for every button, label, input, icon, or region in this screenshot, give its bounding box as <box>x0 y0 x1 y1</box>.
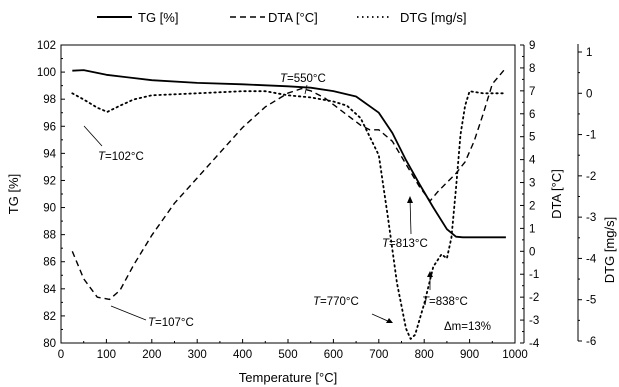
y-axis-right-dta: -4 -3 -2 -1 0 1 2 3 4 5 6 7 8 9 <box>520 40 540 350</box>
annotation-text-107: =107°C <box>155 317 194 329</box>
annotation-prefix-770: T <box>313 296 321 308</box>
x-tick-label: 400 <box>233 349 252 361</box>
y-right-dtg-tick-label: -1 <box>586 130 596 142</box>
y-right-dta-tick-label: 1 <box>529 223 535 235</box>
annotation-arrowhead-813 <box>407 196 413 203</box>
y-axis-right-dtg: -6 -5 -4 -3 -2 -1 0 1 <box>577 44 597 348</box>
annotation-arrow-770 <box>371 313 391 323</box>
series-layer <box>71 67 507 340</box>
y-right-dta-tick-label: 8 <box>529 63 535 75</box>
legend-label-tg: TG [%] <box>138 10 178 25</box>
y-left-tick-label: 80 <box>43 338 56 350</box>
annotation-text-550: =550°C <box>287 73 326 85</box>
annotation-text-838: =838°C <box>429 296 468 308</box>
annotation-arrow-107 <box>110 305 147 321</box>
annotation-label-813: T=813°C <box>382 238 428 250</box>
y-left-tick-label: 92 <box>43 175 56 187</box>
x-tick-label: 600 <box>324 349 343 361</box>
y-left-tick-label: 82 <box>43 311 56 323</box>
annotation-arrowhead-838 <box>427 271 433 277</box>
y-left-tick-label: 94 <box>43 148 56 160</box>
y-axis-right-dta-title: DTA [°C] <box>549 169 564 219</box>
annotation-arrow-102 <box>83 125 103 147</box>
annotation-prefix-102: T <box>98 151 106 163</box>
annotation-label-550: T=550°C <box>280 73 326 85</box>
y-left-tick-label: 84 <box>43 284 56 296</box>
annotation-prefix-838: T <box>422 296 430 308</box>
annotation-text-813: =813°C <box>389 238 428 250</box>
series-tg-line <box>72 69 506 239</box>
x-tick-label: 800 <box>415 349 434 361</box>
x-tick-label: 200 <box>142 349 161 361</box>
chart-legend: TG [%] DTA [°C] DTG [mg/s] <box>97 10 466 25</box>
y-left-tick-label: 88 <box>43 230 56 242</box>
y-right-dta-tick-label: 6 <box>529 109 535 121</box>
annotations: T=102°C T=107°C T=550°C T=813°C T=770°C … <box>83 73 491 333</box>
annotation-arrow-813 <box>409 197 412 235</box>
y-right-dta-tick-label: 3 <box>529 178 535 190</box>
legend-label-dtg: DTG [mg/s] <box>400 10 466 25</box>
x-axis-title: Temperature [°C] <box>239 370 337 385</box>
y-right-dtg-tick-label: -3 <box>586 212 596 224</box>
y-right-dta-tick-label: 4 <box>529 155 536 167</box>
annotation-label-838: T=838°C <box>422 296 468 308</box>
x-tick-label: 0 <box>58 349 64 361</box>
annotation-mass-loss: Δm=13% <box>444 321 491 333</box>
x-tick-label: 300 <box>188 349 207 361</box>
y-left-tick-label: 102 <box>37 40 56 52</box>
y-left-tick-label: 90 <box>43 203 56 215</box>
y-right-dta-tick-label: -4 <box>529 338 540 350</box>
annotation-text-770: =770°C <box>320 296 359 308</box>
series-dtg-line <box>71 90 507 340</box>
y-right-dtg-tick-label: 0 <box>586 88 592 100</box>
series-dta-line <box>71 67 507 301</box>
annotation-label-102: T=102°C <box>98 151 144 163</box>
y-axis-left: 80 82 84 86 88 90 92 94 96 98 100 102 <box>37 40 65 350</box>
y-right-dtg-tick-label: 1 <box>586 47 592 59</box>
y-right-dta-tick-label: -3 <box>529 315 539 327</box>
x-tick-label: 100 <box>97 349 116 361</box>
y-axis-right-dtg-title: DTG [mg/s] <box>602 217 617 283</box>
y-right-dta-tick-label: 2 <box>529 200 535 212</box>
annotation-prefix-107: T <box>148 317 156 329</box>
y-right-dta-tick-label: 0 <box>529 246 535 258</box>
x-axis: 0 100 200 300 400 500 600 700 800 900 1000 <box>58 339 528 361</box>
y-left-tick-label: 98 <box>43 94 56 106</box>
y-right-dta-tick-label: -1 <box>529 269 539 281</box>
annotation-label-107: T=107°C <box>148 317 194 329</box>
y-left-tick-label: 100 <box>37 67 56 79</box>
y-right-dta-tick-label: -2 <box>529 292 539 304</box>
y-left-tick-label: 96 <box>43 121 56 133</box>
x-tick-label: 900 <box>460 349 479 361</box>
y-right-dta-tick-label: 5 <box>529 132 535 144</box>
y-right-dtg-tick-label: -6 <box>586 336 596 348</box>
y-right-dta-tick-label: 7 <box>529 86 535 98</box>
annotation-label-770: T=770°C <box>313 296 359 308</box>
annotation-prefix-550: T <box>280 73 288 85</box>
y-right-dtg-tick-label: -2 <box>586 171 596 183</box>
y-right-dtg-tick-label: -4 <box>586 253 597 265</box>
annotation-text-102: =102°C <box>105 151 144 163</box>
legend-label-dta: DTA [°C] <box>268 10 318 25</box>
annotation-arrow-550 <box>304 84 308 95</box>
y-axis-left-title: TG [%] <box>6 174 21 214</box>
x-tick-label: 500 <box>278 349 297 361</box>
y-right-dtg-tick-label: -5 <box>586 295 596 307</box>
y-right-dta-tick-label: 9 <box>529 40 535 52</box>
y-left-tick-label: 86 <box>43 257 56 269</box>
annotation-prefix-813: T <box>382 238 390 250</box>
x-tick-label: 1000 <box>502 349 528 361</box>
x-tick-label: 700 <box>369 349 388 361</box>
annotation-arrowhead-770 <box>386 318 393 323</box>
